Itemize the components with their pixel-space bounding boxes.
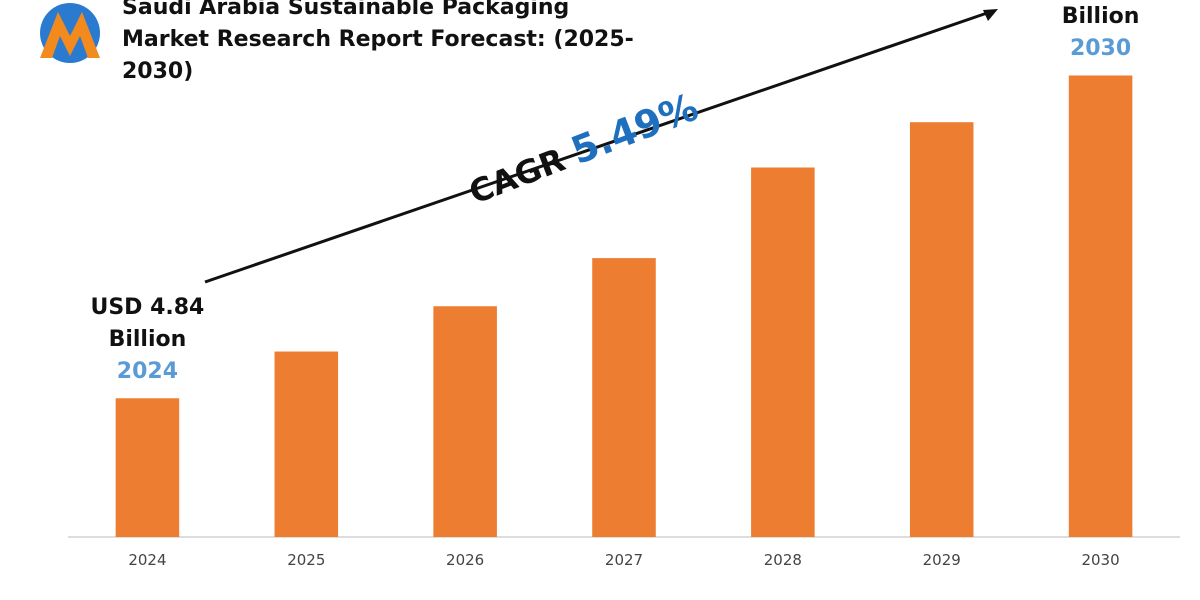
x-tick-label: 2028 xyxy=(763,551,802,569)
bar xyxy=(909,122,974,537)
value-label-text: USD 4.84 Billion xyxy=(90,295,205,353)
bar xyxy=(592,258,656,537)
bar xyxy=(1068,75,1133,538)
bar xyxy=(115,398,180,537)
value-label-year: 2024 xyxy=(116,359,179,385)
value-label-text: USD 7.12 Billion xyxy=(1061,4,1140,30)
value-label: USD 4.84 Billion 2024 xyxy=(82,292,212,388)
trend-arrow xyxy=(204,10,991,284)
chart-title: Saudi Arabia Sustainable Packaging Marke… xyxy=(122,0,634,84)
x-tick-label: 2024 xyxy=(128,551,167,569)
value-label: USD 7.12 Billion 2030 xyxy=(1036,0,1166,65)
logo-m xyxy=(40,12,100,58)
bar xyxy=(751,167,815,537)
x-tick-label: 2030 xyxy=(1081,551,1120,569)
x-tick-label: 2029 xyxy=(922,551,961,569)
bar xyxy=(433,306,497,537)
x-tick-label: 2025 xyxy=(287,551,326,569)
bar xyxy=(274,351,339,537)
x-tick-label: 2027 xyxy=(604,551,644,569)
value-label-year: 2030 xyxy=(1069,36,1132,62)
arrow-head xyxy=(983,9,998,21)
x-tick-label: 2026 xyxy=(446,551,485,569)
logo xyxy=(40,3,100,63)
